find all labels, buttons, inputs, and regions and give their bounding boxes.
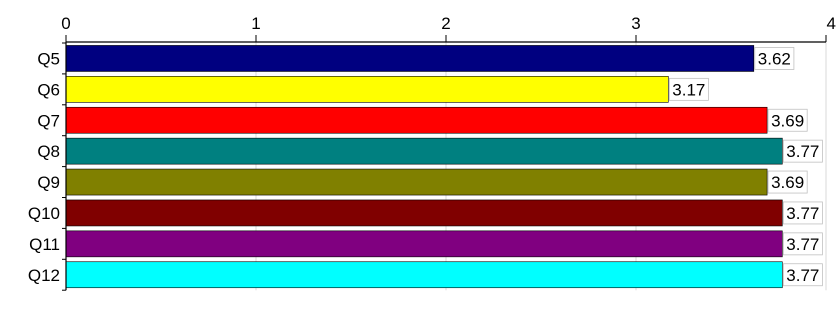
bar-q6 <box>65 76 669 103</box>
data-label-box-q11 <box>782 232 823 256</box>
bar-q10 <box>65 199 783 227</box>
data-label-box-q10 <box>782 201 823 225</box>
data-label-q6: 3.17 <box>672 80 705 99</box>
data-label-box-q7 <box>767 108 808 132</box>
category-label-q11: Q11 <box>29 235 60 254</box>
data-label-q5: 3.62 <box>758 49 791 68</box>
bar-q12 <box>65 261 783 289</box>
x-tick-label-4: 4 <box>827 14 836 33</box>
bar-q9 <box>65 168 768 196</box>
data-label-q7: 3.69 <box>771 111 804 130</box>
bar-q8 <box>65 137 783 165</box>
x-tick-label-2: 2 <box>441 14 450 33</box>
category-label-q10: Q10 <box>28 204 60 223</box>
data-label-q11: 3.77 <box>786 235 819 254</box>
labels-layer: 3.62 Q5 3.17 Q6 3.69 Q7 3.77 Q8 3.69 Q9 3.77 Q10 3.7… <box>28 47 823 287</box>
data-label-box-q9 <box>767 170 808 194</box>
bar-q5 <box>65 45 755 72</box>
data-label-q8: 3.77 <box>786 142 819 161</box>
x-tick-label-1: 1 <box>251 14 260 33</box>
data-label-box-q6 <box>668 77 709 101</box>
data-label-box-q12 <box>782 263 823 287</box>
bar-q11 <box>65 230 783 258</box>
category-label-q6: Q6 <box>37 80 60 99</box>
category-label-q9: Q9 <box>37 173 60 192</box>
bars-layer <box>65 45 783 289</box>
category-label-q5: Q5 <box>37 49 60 68</box>
data-label-q9: 3.69 <box>771 173 804 192</box>
bar-q7 <box>65 106 768 134</box>
data-label-q12: 3.77 <box>786 266 819 285</box>
x-tick-label-3: 3 <box>631 14 640 33</box>
category-label-q8: Q8 <box>37 142 60 161</box>
data-label-box-q8 <box>782 139 823 163</box>
category-label-q7: Q7 <box>37 111 60 130</box>
x-tick-label-0: 0 <box>61 14 70 33</box>
axes-layer: 0 1 2 3 4 <box>61 14 836 291</box>
data-label-box-q5 <box>754 47 795 70</box>
data-label-q10: 3.77 <box>786 204 819 223</box>
category-label-q12: Q12 <box>28 266 60 285</box>
